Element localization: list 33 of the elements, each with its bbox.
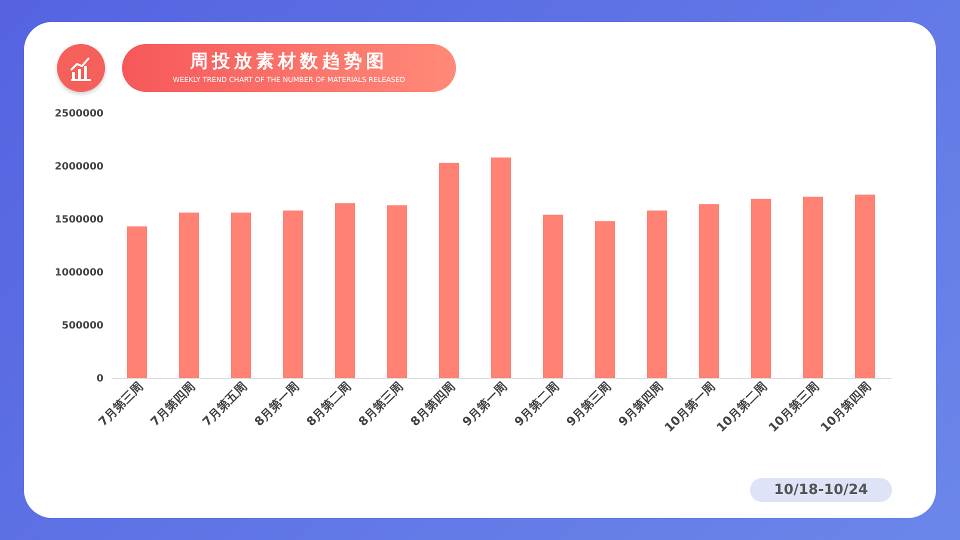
y-tick-label: 2000000 <box>54 162 104 172</box>
bar <box>179 212 199 378</box>
y-tick-label: 1500000 <box>54 214 104 226</box>
bar <box>387 205 407 378</box>
bar <box>751 198 771 378</box>
x-tick-label: 7月第五周 <box>200 379 250 429</box>
bar <box>699 204 719 378</box>
x-tick-label: 7月第四周 <box>148 379 198 429</box>
x-tick-label: 9月第一周 <box>460 379 510 429</box>
bar <box>595 221 615 378</box>
bar <box>231 212 251 378</box>
x-tick-label: 8月第四周 <box>408 379 458 429</box>
bar <box>283 210 303 378</box>
bar <box>803 196 823 378</box>
bar <box>491 158 511 378</box>
x-tick-label: 9月第二周 <box>512 379 562 429</box>
bar <box>439 162 459 378</box>
x-tick-label: 8月第二周 <box>304 379 354 429</box>
x-tick-label: 8月第三周 <box>356 379 406 429</box>
y-tick-label: 1000000 <box>54 268 104 278</box>
bar <box>543 214 563 378</box>
y-tick-label: 0 <box>96 374 104 384</box>
bar <box>647 210 667 378</box>
y-tick-label: 500000 <box>62 320 104 332</box>
x-tick-label: 8月第一周 <box>252 379 302 429</box>
y-tick-label: 2500000 <box>54 108 104 120</box>
x-tick-label: 9月第四周 <box>616 379 666 429</box>
bar <box>855 194 875 378</box>
bar <box>335 203 355 378</box>
x-tick-label: 9月第三周 <box>564 379 614 429</box>
chart-title: 周投放素材数趋势图 <box>188 50 389 73</box>
bar <box>127 226 147 378</box>
text: 10/18-10/24 <box>750 478 892 502</box>
